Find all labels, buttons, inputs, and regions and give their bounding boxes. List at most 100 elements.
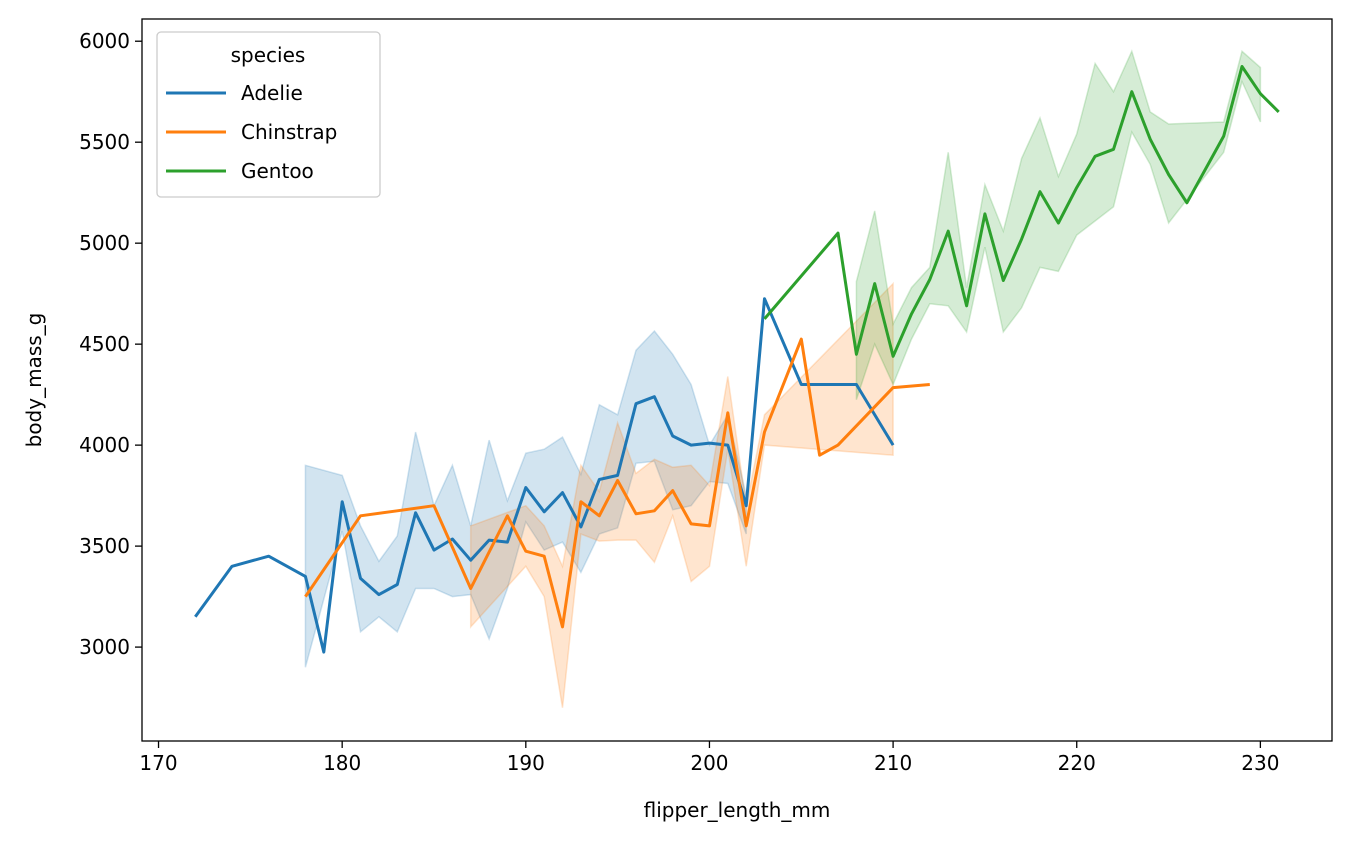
- legend-title: species: [231, 43, 306, 67]
- y-tick-label: 5000: [79, 231, 130, 255]
- data-point-chinstrap: [652, 509, 656, 513]
- legend: species Adelie Chinstrap Gentoo: [156, 31, 381, 198]
- data-point-adelie: [579, 525, 583, 529]
- data-point-gentoo: [1222, 134, 1226, 138]
- data-point-gentoo: [1038, 190, 1042, 194]
- data-point-adelie: [487, 538, 491, 542]
- data-point-chinstrap: [561, 625, 565, 629]
- data-point-adelie: [652, 395, 656, 399]
- plot-area-frame: [141, 18, 1333, 742]
- x-tick-label: 190: [507, 751, 545, 775]
- data-point-chinstrap: [469, 587, 473, 591]
- data-point-adelie: [634, 402, 638, 406]
- data-point-gentoo: [836, 231, 840, 235]
- data-point-chinstrap: [542, 554, 546, 558]
- data-point-gentoo: [1075, 186, 1079, 190]
- data-point-adelie: [689, 443, 693, 447]
- data-point-adelie: [708, 441, 712, 445]
- series-line-gentoo: [763, 65, 1280, 358]
- data-point-gentoo: [854, 352, 858, 356]
- data-point-chinstrap: [708, 524, 712, 528]
- data-point-adelie: [469, 558, 473, 562]
- data-point-gentoo: [983, 212, 987, 216]
- data-point-chinstrap: [616, 479, 620, 483]
- data-point-gentoo: [1130, 90, 1134, 94]
- legend-label-gentoo: Gentoo: [241, 159, 314, 183]
- data-point-chinstrap: [579, 500, 583, 504]
- data-point-gentoo: [1056, 221, 1060, 225]
- x-axis-label: flipper_length_mm: [644, 798, 831, 822]
- data-point-chinstrap: [671, 489, 675, 493]
- series-line-chinstrap: [304, 337, 930, 629]
- data-point-gentoo: [1167, 173, 1171, 177]
- data-point-chinstrap: [432, 504, 436, 508]
- data-point-chinstrap: [836, 443, 840, 447]
- data-point-gentoo: [1148, 137, 1152, 141]
- data-point-gentoo: [891, 354, 895, 358]
- y-axis-label: body_mass_g: [22, 313, 46, 448]
- data-point-adelie: [524, 486, 528, 490]
- data-point-chinstrap: [524, 549, 528, 553]
- data-point-adelie: [414, 511, 418, 515]
- x-tick-label: 210: [874, 751, 912, 775]
- data-point-gentoo: [1277, 110, 1281, 114]
- band-adelie: [304, 329, 747, 668]
- data-point-chinstrap: [928, 383, 932, 387]
- data-point-adelie: [542, 510, 546, 514]
- data-point-adelie: [340, 500, 344, 504]
- band-chinstrap: [469, 281, 894, 708]
- data-point-adelie: [854, 383, 858, 387]
- data-point-adelie: [726, 443, 730, 447]
- data-point-gentoo: [1240, 65, 1244, 69]
- y-tick-label: 4500: [79, 332, 130, 356]
- data-point-gentoo: [1001, 279, 1005, 283]
- data-point-adelie: [395, 583, 399, 587]
- data-point-chinstrap: [763, 430, 767, 434]
- legend-box: [156, 31, 381, 198]
- data-point-chinstrap: [359, 514, 363, 518]
- data-point-adelie: [505, 540, 509, 544]
- data-point-adelie: [836, 383, 840, 387]
- data-point-chinstrap: [744, 524, 748, 528]
- data-point-chinstrap: [634, 512, 638, 516]
- data-point-adelie: [616, 473, 620, 477]
- data-point-adelie: [230, 564, 234, 568]
- band-gentoo: [855, 49, 1262, 400]
- data-point-gentoo: [1093, 154, 1097, 158]
- data-point-adelie: [303, 574, 307, 578]
- data-point-adelie: [597, 478, 601, 482]
- data-point-gentoo: [1020, 237, 1024, 241]
- y-tick-label: 3500: [79, 534, 130, 558]
- data-point-gentoo: [910, 312, 914, 316]
- data-point-chinstrap: [799, 337, 803, 341]
- data-point-adelie: [744, 504, 748, 508]
- legend-label-chinstrap: Chinstrap: [241, 120, 337, 144]
- y-tick-label: 3000: [79, 635, 130, 659]
- data-point-gentoo: [1112, 147, 1116, 151]
- data-point-chinstrap: [726, 411, 730, 415]
- data-point-chinstrap: [303, 595, 307, 599]
- data-point-adelie: [193, 615, 197, 619]
- data-point-gentoo: [1258, 92, 1262, 96]
- x-tick-label: 200: [690, 751, 728, 775]
- legend-items: Adelie Chinstrap Gentoo: [166, 81, 337, 183]
- x-tick-label: 170: [139, 751, 177, 775]
- y-tick-label: 5500: [79, 130, 130, 154]
- data-point-adelie: [267, 554, 271, 558]
- confidence-bands: [304, 49, 1262, 708]
- data-point-chinstrap: [689, 522, 693, 526]
- y-tick-label: 4000: [79, 433, 130, 457]
- data-point-adelie: [671, 434, 675, 438]
- x-tick-label: 220: [1058, 751, 1096, 775]
- y-tick-label: 6000: [79, 29, 130, 53]
- data-point-chinstrap: [891, 386, 895, 390]
- data-point-adelie: [763, 297, 767, 301]
- data-point-gentoo: [763, 317, 767, 321]
- x-axis-ticks: 170 180 190 200 210 220 230: [139, 741, 1279, 775]
- data-point-chinstrap: [818, 453, 822, 457]
- data-point-adelie: [377, 593, 381, 597]
- x-tick-label: 230: [1241, 751, 1279, 775]
- data-point-chinstrap: [597, 514, 601, 518]
- data-point-chinstrap: [505, 514, 509, 518]
